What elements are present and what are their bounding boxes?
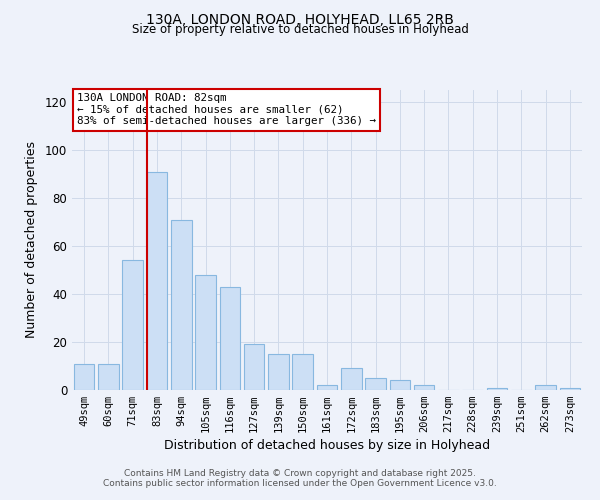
Bar [98,364,119,390]
Y-axis label: Number of detached properties: Number of detached properties [25,142,38,338]
Text: 130A, LONDON ROAD, HOLYHEAD, LL65 2RB: 130A, LONDON ROAD, HOLYHEAD, LL65 2RB [146,12,454,26]
Bar [487,388,508,390]
Bar [195,275,216,390]
Text: Contains public sector information licensed under the Open Government Licence v3: Contains public sector information licen… [103,478,497,488]
Bar [317,385,337,390]
Bar [292,354,313,390]
Bar [414,385,434,390]
Bar [535,385,556,390]
Text: Size of property relative to detached houses in Holyhead: Size of property relative to detached ho… [131,22,469,36]
Bar [365,378,386,390]
Bar [268,354,289,390]
Bar [341,368,362,390]
Bar [244,344,265,390]
Bar [146,172,167,390]
Bar [389,380,410,390]
Text: Contains HM Land Registry data © Crown copyright and database right 2025.: Contains HM Land Registry data © Crown c… [124,468,476,477]
Bar [220,287,240,390]
Text: 130A LONDON ROAD: 82sqm
← 15% of detached houses are smaller (62)
83% of semi-de: 130A LONDON ROAD: 82sqm ← 15% of detache… [77,93,376,126]
Bar [122,260,143,390]
X-axis label: Distribution of detached houses by size in Holyhead: Distribution of detached houses by size … [164,440,490,452]
Bar [74,364,94,390]
Bar [560,388,580,390]
Bar [171,220,191,390]
